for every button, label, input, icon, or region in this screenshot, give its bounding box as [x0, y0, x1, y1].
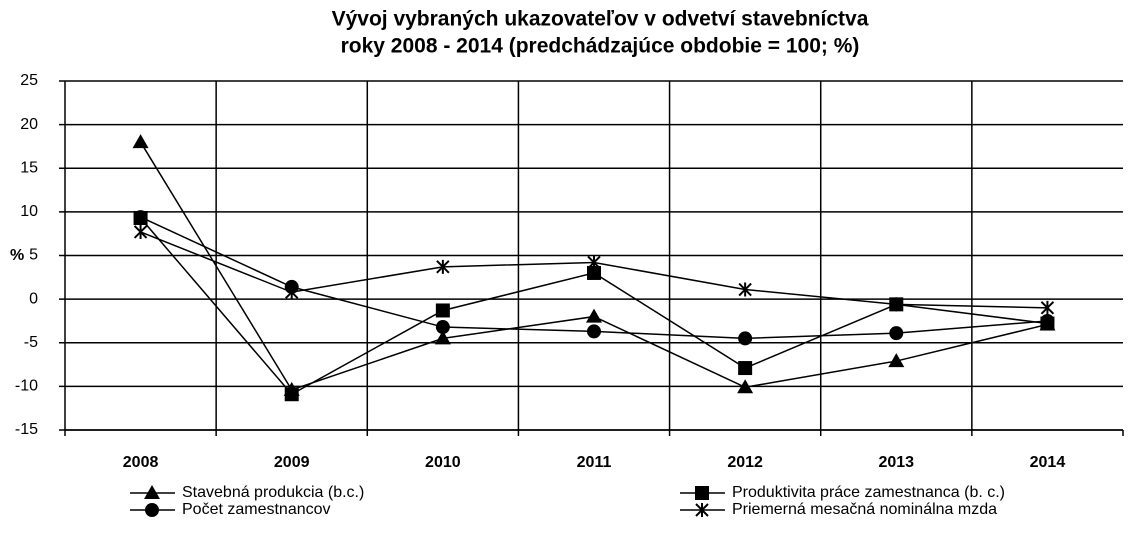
- marker-asterisk: [587, 255, 601, 270]
- marker-circle: [587, 324, 601, 339]
- marker-triangle: [434, 330, 451, 345]
- marker-square: [695, 486, 709, 500]
- marker-circle: [889, 326, 904, 341]
- y-tick-label: -15: [15, 421, 38, 438]
- x-tick-label: 2009: [274, 454, 310, 471]
- x-tick-label: 2012: [727, 454, 763, 471]
- marker-asterisk: [889, 297, 903, 312]
- marker-square: [738, 361, 753, 376]
- x-tick-label: 2008: [123, 454, 159, 471]
- marker-square: [284, 387, 299, 402]
- marker-square: [587, 265, 601, 280]
- marker-triangle: [586, 308, 602, 323]
- x-tick-label: 2013: [878, 454, 914, 471]
- legend-label: Stavebná produkcia (b.c.): [182, 484, 364, 501]
- x-tick-label: 2014: [1030, 454, 1066, 471]
- marker-asterisk: [436, 259, 450, 274]
- y-tick-label: 20: [20, 116, 38, 133]
- marker-circle: [435, 320, 450, 335]
- marker-circle: [145, 503, 159, 517]
- legend-label: Počet zamestnancov: [182, 501, 331, 518]
- marker-asterisk: [133, 224, 148, 239]
- y-axis-label: %: [10, 247, 24, 264]
- y-tick-label: 0: [29, 290, 38, 307]
- y-tick-label: 10: [20, 203, 38, 220]
- marker-triangle: [144, 485, 160, 499]
- marker-circle: [738, 331, 753, 346]
- marker-asterisk: [1040, 300, 1055, 315]
- marker-asterisk: [285, 285, 299, 300]
- marker-triangle: [888, 353, 905, 368]
- marker-asterisk: [738, 282, 752, 297]
- chart-title: roky 2008 - 2014 (predchádzajúce obdobie…: [341, 35, 860, 58]
- marker-asterisk: [695, 503, 709, 517]
- marker-triangle: [132, 134, 149, 149]
- marker-circle: [133, 210, 148, 225]
- marker-square: [435, 303, 450, 318]
- y-tick-label: -5: [24, 334, 38, 351]
- y-tick-label: -10: [15, 378, 38, 395]
- marker-circle: [1040, 313, 1055, 328]
- y-tick-label: 25: [20, 72, 38, 89]
- marker-triangle: [737, 379, 754, 394]
- x-tick-label: 2010: [425, 454, 461, 471]
- chart-title: Vývoj vybraných ukazovateľov v odvetví s…: [332, 8, 869, 31]
- x-tick-label: 2011: [577, 454, 612, 471]
- legend-label: Priemerná mesačná nominálna mzda: [732, 501, 997, 518]
- series-line: [140, 217, 1048, 396]
- y-tick-label: 15: [20, 159, 38, 176]
- y-tick-label: 5: [29, 247, 38, 264]
- legend-label: Produktivita práce zamestnanca (b. c.): [732, 484, 1005, 501]
